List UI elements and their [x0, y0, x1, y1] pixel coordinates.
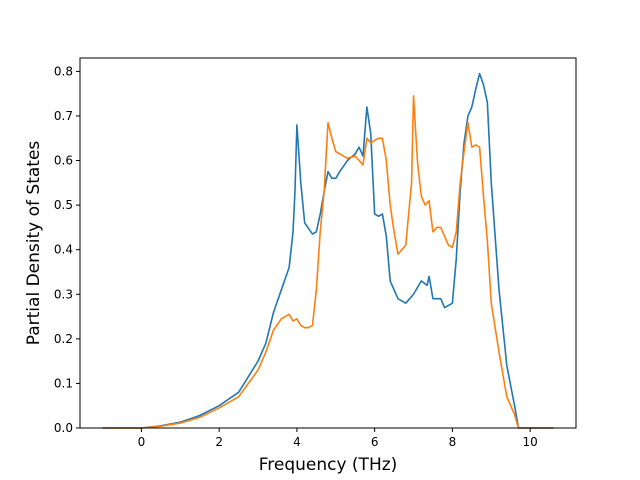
series-line-1	[102, 72, 554, 429]
x-tick-label: 8	[449, 435, 457, 449]
x-tick-label: 2	[215, 435, 223, 449]
y-tick-label: 0.2	[54, 332, 73, 346]
y-tick-label: 0.0	[54, 421, 73, 435]
x-axis-label: Frequency (THz)	[259, 455, 398, 475]
y-tick-label: 0.7	[54, 109, 73, 123]
x-tick-label: 0	[138, 435, 146, 449]
y-tick-label: 0.4	[54, 243, 73, 257]
y-axis-ticks: 0.0 0.1 0.2 0.3 0.4 0.5 0.6 0.7 0.8	[54, 64, 80, 435]
series-line-2	[102, 95, 554, 429]
y-tick-label: 0.5	[54, 198, 73, 212]
x-axis-ticks: 0 2 4 6 8 10	[138, 428, 538, 449]
x-tick-label: 6	[371, 435, 379, 449]
x-tick-label: 10	[522, 435, 537, 449]
x-tick-label: 4	[293, 435, 301, 449]
y-tick-label: 0.1	[54, 376, 73, 390]
series-layer	[102, 72, 554, 429]
y-tick-label: 0.6	[54, 154, 73, 168]
plot-frame	[79, 57, 577, 429]
y-tick-label: 0.8	[54, 64, 73, 78]
y-tick-label: 0.3	[54, 287, 73, 301]
y-axis-label: Partial Density of States	[24, 141, 44, 346]
